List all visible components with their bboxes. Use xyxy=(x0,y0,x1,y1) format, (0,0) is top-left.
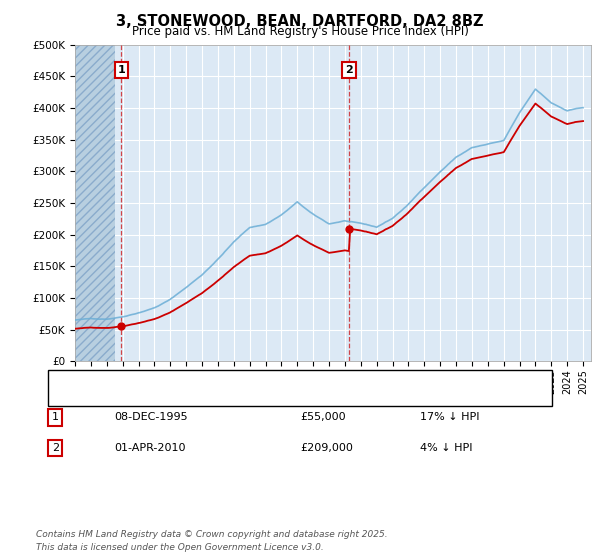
Bar xyxy=(75,45,115,361)
Text: 3, STONEWOOD, BEAN, DARTFORD, DA2 8BZ: 3, STONEWOOD, BEAN, DARTFORD, DA2 8BZ xyxy=(116,14,484,29)
Text: £209,000: £209,000 xyxy=(300,443,353,453)
Text: 3, STONEWOOD, BEAN, DARTFORD, DA2 8BZ (semi-detached house): 3, STONEWOOD, BEAN, DARTFORD, DA2 8BZ (s… xyxy=(90,375,448,385)
Text: 17% ↓ HPI: 17% ↓ HPI xyxy=(420,412,479,422)
Text: Price paid vs. HM Land Registry's House Price Index (HPI): Price paid vs. HM Land Registry's House … xyxy=(131,25,469,38)
Text: 01-APR-2010: 01-APR-2010 xyxy=(114,443,185,453)
Text: 08-DEC-1995: 08-DEC-1995 xyxy=(114,412,188,422)
Text: This data is licensed under the Open Government Licence v3.0.: This data is licensed under the Open Gov… xyxy=(36,543,324,552)
Text: HPI: Average price, semi-detached house, Dartford: HPI: Average price, semi-detached house,… xyxy=(90,391,355,401)
Text: 2: 2 xyxy=(345,65,353,75)
Text: £55,000: £55,000 xyxy=(300,412,346,422)
Text: 1: 1 xyxy=(52,412,59,422)
Text: 1: 1 xyxy=(118,65,125,75)
Text: Contains HM Land Registry data © Crown copyright and database right 2025.: Contains HM Land Registry data © Crown c… xyxy=(36,530,388,539)
Text: 2: 2 xyxy=(52,443,59,453)
Text: 4% ↓ HPI: 4% ↓ HPI xyxy=(420,443,473,453)
